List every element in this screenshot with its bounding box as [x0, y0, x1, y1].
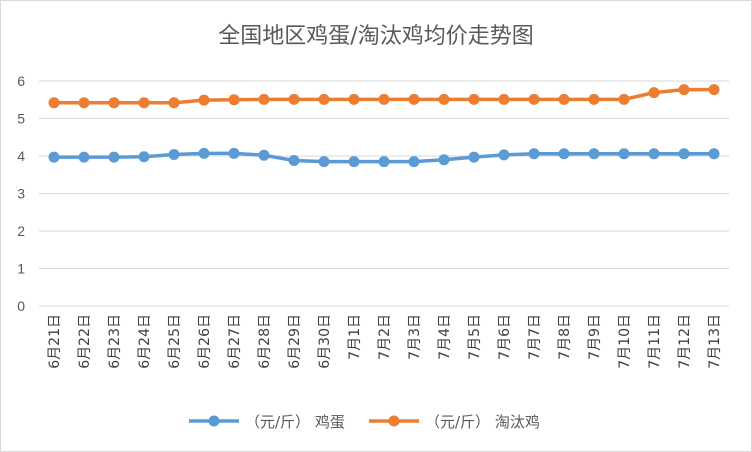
- data-point: [258, 149, 270, 161]
- x-tick-label: 6月21日: [47, 314, 63, 369]
- x-tick-label: 6月23日: [107, 314, 123, 369]
- x-tick-label: 7月5日: [467, 314, 483, 360]
- legend: （元/斤） 鸡蛋 （元/斤） 淘汰鸡: [189, 413, 540, 431]
- x-tick-label: 7月1日: [347, 314, 363, 360]
- legend-marker: [208, 415, 220, 427]
- data-point: [408, 156, 420, 168]
- x-tick-label: 7月7日: [527, 314, 543, 360]
- x-tick-label: 6月25日: [167, 314, 183, 369]
- data-point: [138, 151, 150, 163]
- y-tick-label: 1: [17, 261, 25, 277]
- data-point: [408, 93, 420, 105]
- data-point: [588, 148, 600, 160]
- x-tick-label: 7月2日: [377, 314, 393, 360]
- data-point: [558, 148, 570, 160]
- data-point: [258, 93, 270, 105]
- data-point: [138, 97, 150, 109]
- series-1: [48, 84, 720, 109]
- data-point: [48, 97, 60, 109]
- x-tick-label: 6月22日: [77, 314, 93, 369]
- data-point: [618, 148, 630, 160]
- data-point: [528, 148, 540, 160]
- data-point: [528, 93, 540, 105]
- data-point: [198, 94, 210, 106]
- data-point: [498, 149, 510, 161]
- data-point: [378, 93, 390, 105]
- data-point: [708, 148, 720, 160]
- data-point: [168, 97, 180, 109]
- data-point: [228, 94, 240, 106]
- x-tick-label: 7月13日: [707, 314, 723, 369]
- y-tick-label: 3: [17, 186, 25, 202]
- x-tick-label: 7月8日: [557, 314, 573, 360]
- y-tick-label: 0: [17, 298, 25, 314]
- data-point: [108, 151, 120, 163]
- data-point: [348, 93, 360, 105]
- legend-marker: [388, 415, 400, 427]
- data-point: [468, 93, 480, 105]
- data-point: [438, 93, 450, 105]
- x-tick-label: 6月29日: [287, 314, 303, 369]
- data-point: [558, 93, 570, 105]
- data-point: [198, 147, 210, 159]
- x-tick-label: 6月27日: [227, 314, 243, 369]
- legend-label: （元/斤） 鸡蛋: [245, 413, 345, 431]
- data-point: [678, 148, 690, 160]
- x-tick-label: 7月3日: [407, 314, 423, 360]
- data-point: [678, 84, 690, 96]
- data-point: [288, 93, 300, 105]
- y-tick-label: 2: [17, 223, 25, 239]
- y-tick-label: 6: [17, 73, 25, 89]
- x-tick-label: 6月26日: [197, 314, 213, 369]
- x-tick-label: 7月9日: [587, 314, 603, 360]
- data-point: [108, 97, 120, 109]
- chart-title: 全国地区鸡蛋/淘汰鸡均价走势图: [218, 24, 533, 49]
- x-tick-label: 6月24日: [137, 314, 153, 369]
- x-tick-label: 7月6日: [497, 314, 513, 360]
- x-tick-label: 7月4日: [437, 314, 453, 360]
- data-point: [318, 93, 330, 105]
- data-point: [588, 93, 600, 105]
- x-axis-ticks: 6月21日 6月22日 6月23日 6月24日 6月25日 6月26日 6月27日 6月28日…: [47, 314, 723, 369]
- data-point: [378, 156, 390, 168]
- data-point: [708, 84, 720, 96]
- data-point: [648, 87, 660, 99]
- gridlines: [39, 80, 729, 307]
- data-point: [438, 154, 450, 166]
- data-point: [498, 93, 510, 105]
- x-tick-label: 6月28日: [257, 314, 273, 369]
- data-point: [228, 147, 240, 159]
- data-point: [318, 156, 330, 168]
- y-tick-label: 5: [17, 111, 25, 127]
- data-point: [78, 97, 90, 109]
- data-point: [168, 149, 180, 160]
- data-point: [468, 151, 480, 163]
- x-tick-label: 7月10日: [617, 314, 633, 369]
- data-point: [648, 148, 660, 160]
- x-tick-label: 7月12日: [677, 314, 693, 369]
- series-0: [48, 147, 720, 168]
- data-point: [618, 93, 630, 105]
- series-lines: [48, 84, 720, 168]
- y-axis-ticks: 0 1 2 3 4 5 6: [17, 73, 25, 314]
- y-tick-label: 4: [17, 148, 25, 164]
- x-tick-label: 6月30日: [317, 314, 333, 369]
- data-point: [48, 151, 60, 163]
- data-point: [78, 151, 90, 163]
- data-point: [288, 155, 300, 166]
- x-tick-label: 7月11日: [647, 314, 663, 369]
- legend-label: （元/斤） 淘汰鸡: [425, 413, 540, 431]
- data-point: [348, 156, 360, 168]
